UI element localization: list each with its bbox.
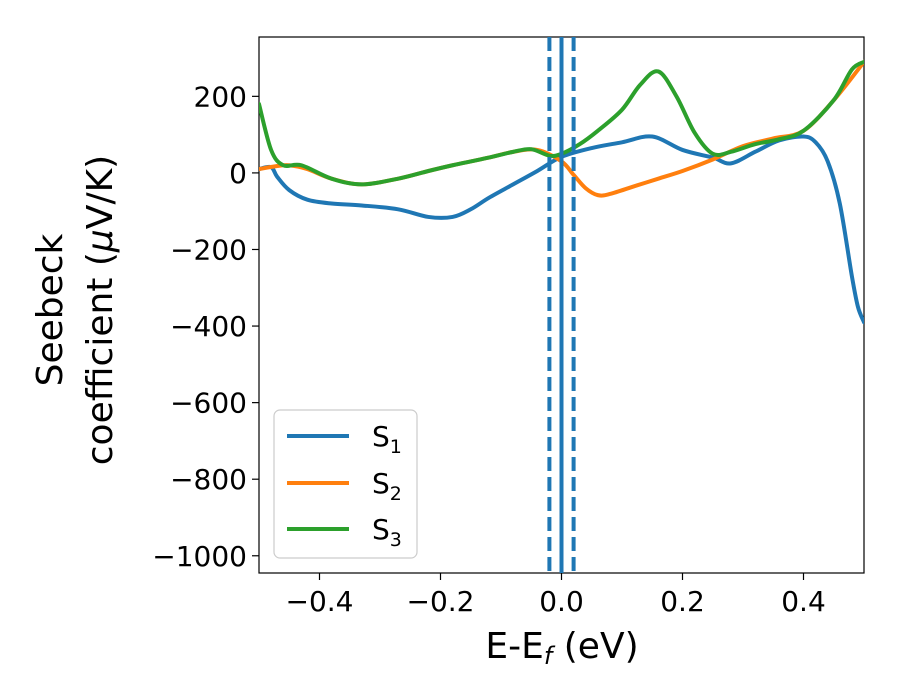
x-tick-label: 0.4 bbox=[781, 585, 826, 618]
x-tick-label: −0.2 bbox=[407, 585, 475, 618]
y-tick-label: 0 bbox=[229, 157, 247, 190]
x-axis-title-main: E-E bbox=[485, 626, 543, 667]
x-axis-title-unit: (eV) bbox=[552, 626, 638, 667]
legend-label-s1: S1 bbox=[372, 420, 402, 458]
y-axis-title-line1: Seebeck bbox=[30, 233, 71, 386]
x-axis-ticks: −0.4 −0.2 0.0 0.2 0.4 bbox=[286, 573, 826, 618]
y-axis-ticks: 200 0 −200 −400 −600 −800 −1000 bbox=[152, 80, 259, 573]
y-tick-label: −400 bbox=[170, 310, 247, 343]
y-axis-title-post: V/K) bbox=[80, 155, 121, 229]
x-tick-label: −0.4 bbox=[286, 585, 354, 618]
y-tick-label: 200 bbox=[194, 80, 247, 113]
legend-label-s3: S3 bbox=[372, 513, 402, 551]
x-tick-label: 0.2 bbox=[660, 585, 705, 618]
y-tick-label: −800 bbox=[170, 463, 247, 496]
x-tick-label: 0.0 bbox=[539, 585, 584, 618]
series-line-s3 bbox=[259, 59, 864, 187]
x-axis-title: E-Ef (eV) bbox=[485, 626, 638, 670]
y-axis-title-mu: μ bbox=[80, 229, 121, 253]
vertical-lines-group bbox=[547, 37, 576, 573]
y-tick-label: −600 bbox=[170, 387, 247, 420]
legend-label-s2: S2 bbox=[372, 467, 402, 505]
y-tick-label: −1000 bbox=[152, 540, 247, 573]
legend: S1 S2 S3 bbox=[273, 409, 418, 559]
y-tick-label: −200 bbox=[170, 233, 247, 266]
y-axis-title-pre: coefficient ( bbox=[80, 252, 121, 465]
y-axis-title-line2: coefficient (μV/K) bbox=[80, 155, 121, 465]
series-line-s1 bbox=[259, 134, 864, 325]
